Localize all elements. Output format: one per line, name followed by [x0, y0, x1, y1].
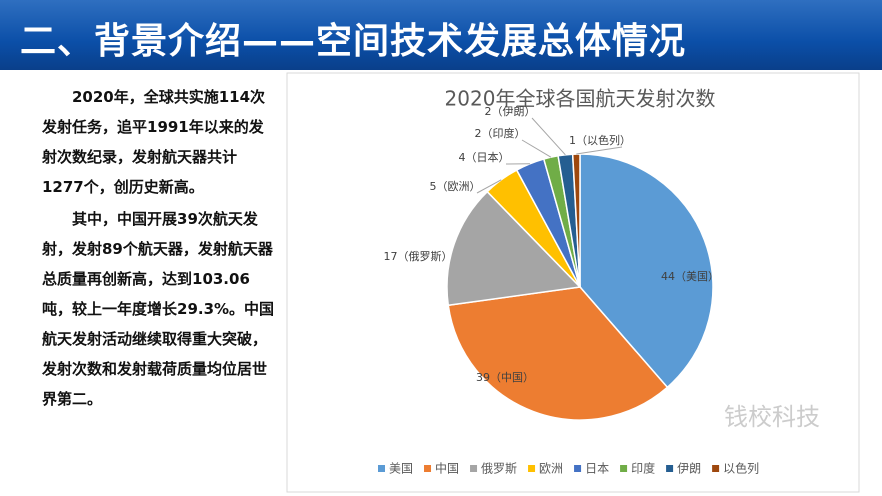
legend-swatch: [712, 465, 720, 472]
data-label: 2（伊朗）: [485, 105, 536, 118]
data-label: 17（俄罗斯）: [384, 250, 453, 263]
data-label: 4（日本）: [459, 150, 510, 164]
pie-slice: [571, 153, 581, 288]
data-label: 1（以色列）: [569, 133, 631, 147]
legend-swatch: [424, 465, 432, 472]
data-label: 5（欧洲）: [430, 180, 481, 193]
legend-label: 欧洲: [539, 462, 563, 476]
chart-title: 2020年全球各国航天发射次数: [445, 87, 716, 111]
text-block: 2020年，全球共实施114次发射任务，追平1991年以来的发射次数纪录，发射航…: [42, 82, 276, 416]
leader-line: [576, 146, 623, 155]
legend-label: 日本: [585, 462, 609, 476]
pie-slice: [446, 190, 582, 307]
legend-swatch: [470, 465, 478, 472]
legend-label: 俄罗斯: [481, 462, 517, 476]
paragraph: 2020年，全球共实施114次发射任务，追平1991年以来的发射次数纪录，发射航…: [42, 88, 266, 196]
legend-swatch: [620, 465, 628, 472]
legend-label: 美国: [389, 462, 413, 476]
legend-label: 以色列: [723, 462, 759, 476]
data-label: 2（印度）: [475, 126, 526, 140]
legend-swatch: [528, 465, 536, 472]
leader-line: [521, 139, 552, 158]
watermark: 钱校科技: [724, 403, 820, 431]
legend-swatch: [666, 465, 674, 472]
pie-slice: [447, 286, 669, 421]
data-label: 44（美国）: [661, 270, 719, 283]
paragraph: 其中，中国开展39次航天发射，发射89个航天器，发射航天器总质量再创新高，达到1…: [42, 210, 275, 408]
legend-label: 印度: [631, 461, 655, 476]
header: 二、背景介绍——空间技术发展总体情况: [0, 0, 882, 70]
legend-swatch: [378, 465, 385, 472]
leader-line: [476, 179, 502, 194]
header-title: 二、背景介绍——空间技术发展总体情况: [20, 21, 687, 62]
pie-slice: [579, 153, 714, 389]
legend-label: 中国: [435, 461, 459, 476]
leader-line: [531, 117, 566, 156]
legend-swatch: [574, 465, 582, 472]
legend-label: 伊朗: [677, 462, 701, 476]
data-label: 39（中国）: [476, 371, 534, 384]
